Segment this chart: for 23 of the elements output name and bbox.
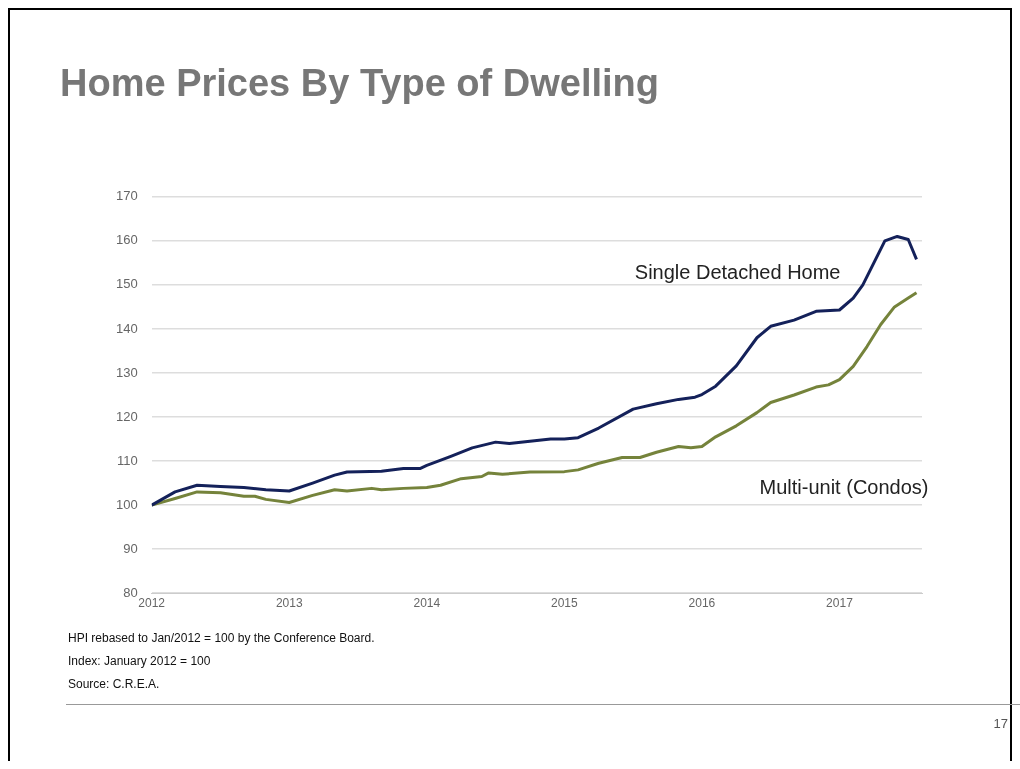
- source-note: Source: C.R.E.A.: [68, 676, 161, 693]
- text: HPI rebased to Jan/2012 = 100 by the Conference Board.: [68, 630, 375, 647]
- y-tick-label: 80: [123, 584, 138, 600]
- y-tick-label: 170: [115, 188, 138, 204]
- text: 17: [993, 716, 1009, 731]
- y-tick-label: 140: [115, 320, 138, 336]
- x-tick-label: 2015: [551, 595, 579, 610]
- y-tick-label: 130: [115, 364, 138, 380]
- x-tick-label: 2017: [826, 595, 854, 610]
- y-tick-label: 120: [115, 408, 138, 424]
- x-tick-label: 2013: [275, 595, 303, 610]
- chart-title: Home Prices By Type of Dwelling: [60, 62, 660, 105]
- x-tick-label: 2012: [138, 595, 166, 610]
- y-tick-label: 150: [115, 276, 138, 292]
- y-tick-label: 160: [115, 232, 138, 248]
- series-label: Single Detached Home: [634, 260, 841, 283]
- text: Index: January 2012 = 100: [68, 653, 212, 670]
- x-tick-label: 2016: [688, 595, 716, 610]
- text: Multi-unit (Condos): [759, 476, 929, 499]
- x-tick-label: 2014: [413, 595, 441, 610]
- y-tick-label: 110: [116, 452, 138, 468]
- y-tick-label: 90: [123, 540, 138, 556]
- y-tick-label: 100: [115, 496, 138, 512]
